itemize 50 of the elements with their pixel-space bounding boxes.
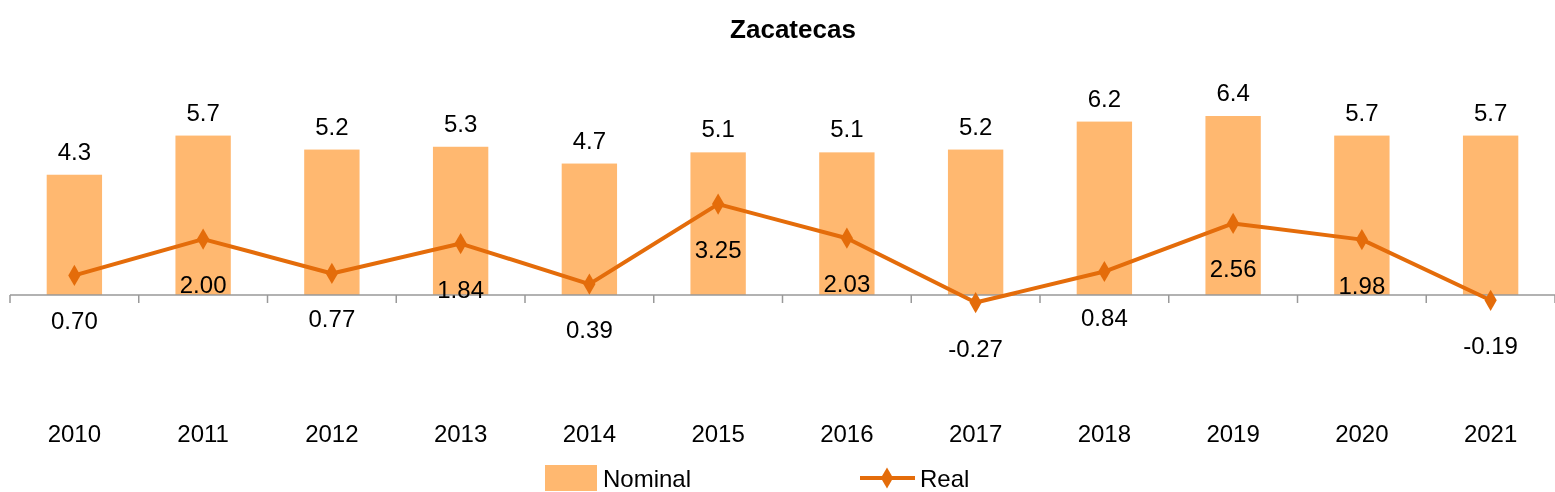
legend-label: Real [920, 465, 970, 492]
x-tick-label: 2017 [948, 420, 1003, 447]
x-tick-label: 2011 [177, 420, 229, 447]
bar [1205, 116, 1261, 295]
data-label: 5.1 [701, 115, 735, 143]
data-label: 2.00 [179, 271, 227, 299]
x-tick-label: 2016 [820, 420, 874, 447]
data-label: 5.7 [1345, 98, 1379, 126]
chart-title: Zacatecas [730, 14, 856, 44]
data-label: 1.84 [437, 275, 484, 303]
bar [1462, 135, 1519, 295]
data-label: 1.98 [1338, 271, 1386, 299]
data-label: -0.19 [1463, 332, 1518, 360]
data-label: 5.7 [186, 98, 220, 126]
x-tick-label: 2018 [1077, 420, 1132, 447]
data-label: 2.56 [1209, 255, 1257, 283]
data-label: 6.4 [1216, 79, 1250, 106]
x-tick-label: 2015 [691, 420, 745, 447]
data-label: 4.3 [57, 137, 92, 165]
x-tick-label: 2021 [1463, 420, 1518, 447]
data-label: 0.84 [1081, 303, 1128, 331]
data-label: 0.39 [566, 316, 613, 344]
bar [1334, 135, 1390, 295]
data-label: 4.7 [572, 126, 607, 154]
data-label: 3.25 [694, 236, 742, 264]
bar [561, 163, 618, 295]
bar [947, 149, 1004, 295]
bar [1076, 121, 1133, 295]
data-label: 2.03 [823, 270, 871, 298]
x-tick-label: 2019 [1206, 420, 1260, 447]
x-tick-label: 2010 [47, 420, 102, 447]
data-label: 5.7 [1473, 98, 1508, 126]
x-tick-label: 2014 [562, 420, 617, 447]
bar [304, 149, 360, 295]
data-label: 5.2 [958, 112, 993, 140]
x-tick-label: 2012 [305, 420, 359, 447]
bar [690, 152, 746, 295]
x-tick-label: 2020 [1335, 420, 1389, 447]
data-label: 5.3 [443, 109, 478, 137]
data-label: 6.2 [1087, 84, 1122, 112]
data-label: -0.27 [948, 334, 1003, 362]
legend-label: Nominal [603, 465, 692, 492]
data-label: 5.2 [315, 112, 349, 140]
bar [819, 152, 875, 295]
data-label: 0.70 [51, 307, 98, 335]
data-label: 5.1 [830, 115, 864, 143]
data-label: 0.77 [308, 305, 356, 333]
x-tick-label: 2013 [433, 420, 488, 447]
bar [175, 135, 231, 295]
bar [46, 174, 103, 295]
